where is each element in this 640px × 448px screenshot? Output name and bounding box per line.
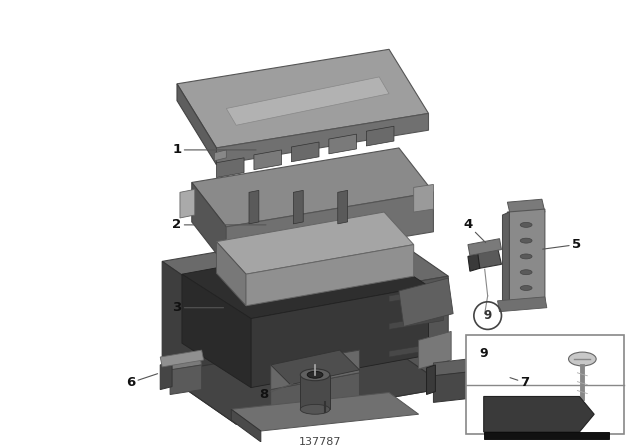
Ellipse shape (520, 222, 532, 227)
Polygon shape (170, 355, 202, 370)
Text: 3: 3 (172, 301, 223, 314)
Polygon shape (170, 365, 202, 395)
Ellipse shape (300, 405, 330, 414)
Polygon shape (271, 350, 360, 390)
Polygon shape (497, 297, 547, 312)
Text: 4: 4 (463, 218, 486, 243)
Polygon shape (160, 362, 172, 390)
Polygon shape (192, 148, 433, 227)
Polygon shape (508, 209, 545, 304)
Bar (466, 336, 624, 434)
Ellipse shape (307, 371, 323, 378)
Polygon shape (192, 182, 227, 266)
Polygon shape (484, 432, 609, 439)
Text: 5: 5 (543, 238, 581, 251)
Text: 7: 7 (510, 376, 530, 389)
Polygon shape (162, 336, 448, 424)
Polygon shape (160, 350, 204, 367)
Ellipse shape (520, 285, 532, 290)
Polygon shape (227, 77, 389, 125)
Polygon shape (413, 185, 433, 212)
Polygon shape (389, 342, 444, 357)
Polygon shape (271, 373, 360, 429)
Polygon shape (231, 392, 419, 431)
Polygon shape (254, 150, 282, 170)
Polygon shape (231, 409, 261, 442)
Polygon shape (177, 49, 429, 148)
Text: 9: 9 (480, 347, 488, 360)
Polygon shape (216, 113, 429, 165)
Text: 137787: 137787 (299, 437, 341, 447)
Polygon shape (236, 276, 448, 424)
Polygon shape (216, 241, 246, 306)
Text: 1: 1 (172, 143, 256, 156)
Polygon shape (476, 248, 502, 268)
Polygon shape (293, 190, 303, 224)
Polygon shape (227, 192, 433, 266)
Polygon shape (468, 254, 480, 271)
Polygon shape (366, 126, 394, 146)
Ellipse shape (300, 369, 330, 381)
Text: 9: 9 (484, 309, 492, 322)
Polygon shape (246, 245, 413, 306)
Polygon shape (399, 278, 453, 327)
Polygon shape (508, 199, 545, 215)
Polygon shape (419, 332, 451, 369)
Text: 6: 6 (126, 374, 157, 389)
Polygon shape (426, 365, 435, 395)
Text: 2: 2 (172, 218, 266, 231)
Ellipse shape (520, 254, 532, 259)
Polygon shape (338, 190, 348, 224)
Polygon shape (433, 368, 504, 402)
Polygon shape (182, 274, 251, 388)
Polygon shape (214, 150, 227, 161)
Text: 8: 8 (259, 383, 292, 401)
Polygon shape (251, 286, 429, 388)
Polygon shape (389, 287, 444, 302)
Polygon shape (468, 239, 502, 255)
Polygon shape (180, 190, 195, 218)
Ellipse shape (520, 238, 532, 243)
Polygon shape (433, 355, 504, 376)
Polygon shape (271, 350, 360, 385)
Polygon shape (216, 212, 413, 274)
Polygon shape (182, 241, 429, 319)
Polygon shape (216, 158, 244, 177)
Polygon shape (162, 225, 448, 313)
Polygon shape (502, 212, 509, 307)
Polygon shape (389, 314, 444, 329)
Polygon shape (291, 142, 319, 162)
Polygon shape (249, 190, 259, 224)
Polygon shape (484, 396, 594, 432)
Polygon shape (300, 375, 330, 409)
Ellipse shape (520, 270, 532, 275)
Polygon shape (177, 84, 216, 165)
Polygon shape (162, 261, 236, 424)
Polygon shape (329, 134, 356, 154)
Ellipse shape (568, 352, 596, 366)
